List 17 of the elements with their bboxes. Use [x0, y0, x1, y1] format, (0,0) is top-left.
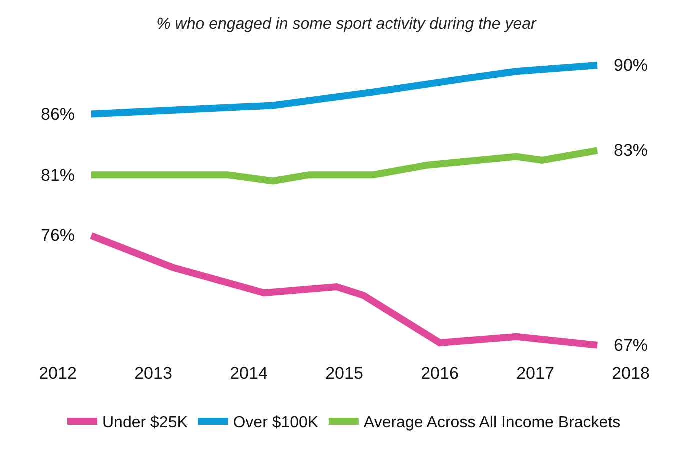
x-tick-label: 2016 — [421, 364, 459, 383]
x-tick-label: 2014 — [230, 364, 268, 383]
data-label: 76% — [41, 226, 76, 245]
x-tick-label: 2017 — [516, 364, 554, 383]
legend-label: Under $25K — [102, 414, 188, 432]
data-label: 90% — [614, 56, 648, 75]
data-label: 67% — [614, 336, 648, 355]
legend-label: Average Across All Income Brackets — [364, 414, 621, 432]
data-label: 83% — [614, 141, 648, 160]
data-label: 81% — [41, 166, 76, 185]
x-tick-label: 2012 — [39, 364, 77, 383]
x-tick-label: 2015 — [326, 364, 364, 383]
x-tick-label: 2018 — [612, 364, 650, 383]
legend-label: Over $100K — [233, 414, 319, 432]
x-tick-label: 2013 — [134, 364, 172, 383]
chart-title: % who engaged in some sport activity during the year — [156, 16, 538, 34]
data-label: 86% — [41, 105, 76, 124]
